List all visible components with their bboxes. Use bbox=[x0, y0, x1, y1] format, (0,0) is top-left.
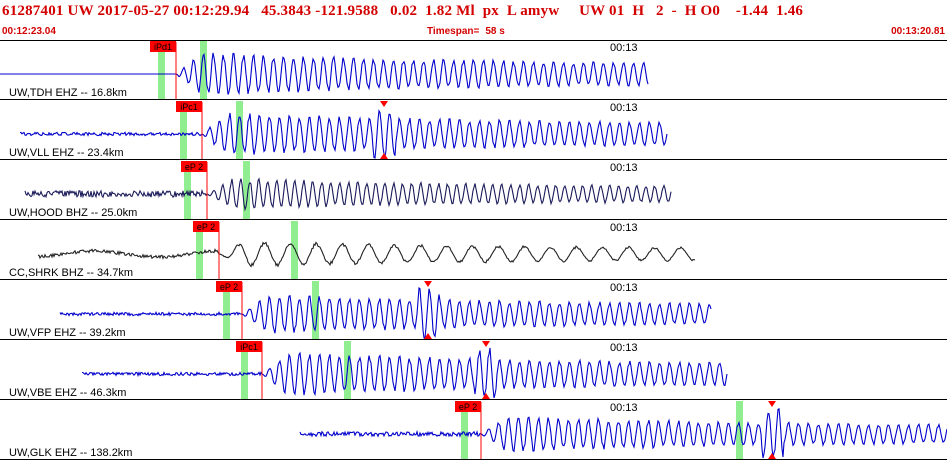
timespan-label: Timespan= bbox=[427, 26, 480, 37]
end-time: 00:13:20.81 bbox=[891, 26, 945, 37]
peak-marker-top[interactable] bbox=[380, 101, 388, 107]
pick-flag-label[interactable]: iPd1 bbox=[154, 42, 172, 52]
pick-flag-label[interactable]: iPc1 bbox=[180, 102, 198, 112]
timespan-value: 58 s bbox=[485, 26, 505, 37]
timespan: Timespan= 58 s bbox=[427, 26, 505, 37]
time-label: 00:13 bbox=[610, 42, 638, 54]
pick-window[interactable] bbox=[236, 101, 243, 159]
pick-flag-label[interactable]: eP 2 bbox=[197, 222, 215, 232]
peak-marker-top[interactable] bbox=[482, 341, 490, 347]
pick-flag[interactable] bbox=[150, 41, 176, 52]
pick-window[interactable] bbox=[200, 41, 207, 99]
peak-marker-bottom[interactable] bbox=[380, 153, 388, 159]
pick-flag[interactable] bbox=[176, 101, 202, 112]
pick-flag[interactable] bbox=[181, 161, 207, 172]
start-time: 00:12:23.04 bbox=[2, 26, 56, 37]
pick-window[interactable] bbox=[243, 161, 250, 219]
time-label: 00:13 bbox=[610, 342, 638, 354]
pick-flag-label[interactable]: iPc1 bbox=[240, 342, 258, 352]
pick-flag[interactable] bbox=[236, 341, 262, 352]
waveform-trace[interactable] bbox=[299, 407, 947, 459]
time-label: 00:13 bbox=[610, 282, 638, 294]
channel-label: UW,TDH EHZ -- 16.8km bbox=[9, 87, 127, 99]
time-label: 00:13 bbox=[610, 402, 638, 414]
channel-label: CC,SHRK BHZ -- 34.7km bbox=[9, 267, 133, 279]
waveform-trace[interactable] bbox=[0, 52, 649, 96]
pick-flag[interactable] bbox=[216, 281, 242, 292]
pick-flag[interactable] bbox=[455, 401, 481, 412]
seismogram-panel[interactable]: iPd1 00:13 UW,TDH EHZ -- 16.8km iPc1 00:13 UW… bbox=[0, 40, 947, 460]
channel-label: UW,GLK EHZ -- 138.2km bbox=[9, 447, 132, 459]
pick-flag-label[interactable]: eP 2 bbox=[220, 282, 238, 292]
waveform-trace[interactable] bbox=[81, 347, 728, 399]
pick-window[interactable] bbox=[180, 101, 187, 159]
pick-window[interactable] bbox=[223, 281, 230, 339]
time-label: 00:13 bbox=[610, 222, 638, 234]
pick-window[interactable] bbox=[291, 221, 298, 279]
channel-label: UW,HOOD BHZ -- 25.0km bbox=[9, 207, 137, 219]
peak-marker-top[interactable] bbox=[424, 281, 432, 287]
event-header: 61287401 UW 2017-05-27 00:12:29.94 45.38… bbox=[0, 0, 947, 40]
pick-window[interactable] bbox=[461, 401, 468, 459]
waveform-trace[interactable] bbox=[24, 177, 672, 212]
pick-window[interactable] bbox=[312, 281, 319, 339]
pick-flag-label[interactable]: eP 2 bbox=[459, 402, 477, 412]
peak-marker-bottom[interactable] bbox=[424, 333, 432, 339]
pick-window[interactable] bbox=[196, 221, 203, 279]
pick-flag-label[interactable]: eP 2 bbox=[185, 162, 203, 172]
time-label: 00:13 bbox=[610, 102, 638, 114]
pick-flag[interactable] bbox=[193, 221, 219, 232]
channel-label: UW,VLL EHZ -- 23.4km bbox=[9, 147, 124, 159]
channel-label: UW,VFP EHZ -- 39.2km bbox=[9, 327, 126, 339]
time-label: 00:13 bbox=[610, 162, 638, 174]
event-summary: 61287401 UW 2017-05-27 00:12:29.94 45.38… bbox=[2, 3, 804, 19]
peak-marker-bottom[interactable] bbox=[768, 453, 776, 459]
waveform-trace[interactable] bbox=[38, 241, 696, 268]
channel-label: UW,VBE EHZ -- 46.3km bbox=[9, 387, 126, 399]
peak-marker-top[interactable] bbox=[768, 401, 776, 407]
waveform-trace[interactable] bbox=[59, 286, 712, 339]
pick-window[interactable] bbox=[736, 401, 743, 459]
waveform-trace[interactable] bbox=[19, 108, 668, 159]
pick-window[interactable] bbox=[184, 161, 191, 219]
peak-marker-bottom[interactable] bbox=[482, 393, 490, 399]
pick-window[interactable] bbox=[241, 341, 248, 399]
pick-window[interactable] bbox=[158, 41, 165, 99]
